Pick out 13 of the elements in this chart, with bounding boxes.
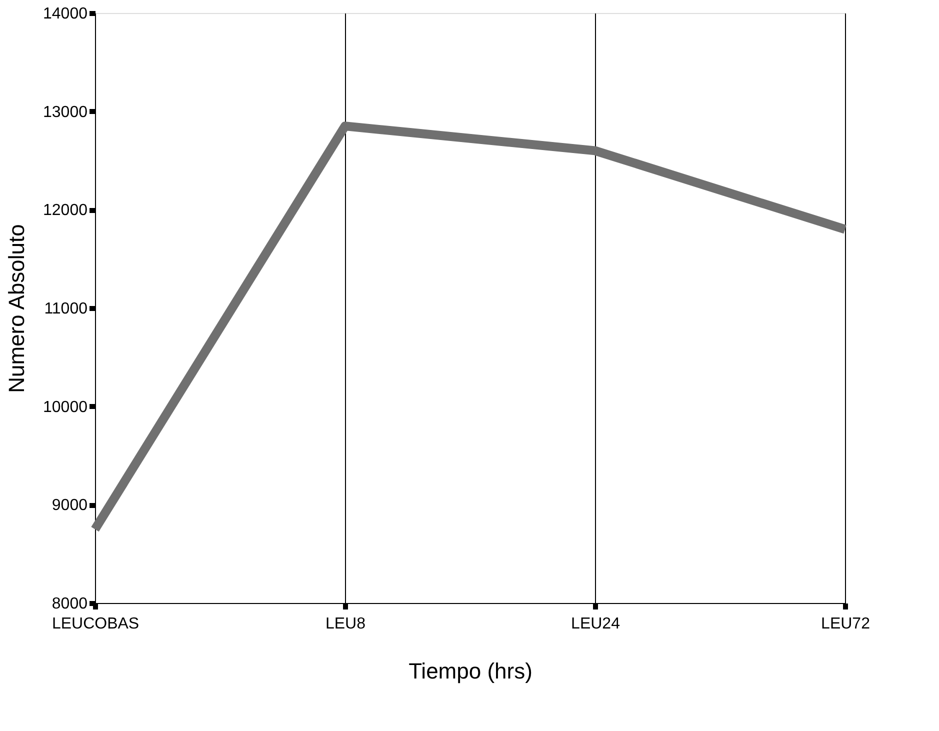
y-tick-label: 10000	[43, 398, 88, 416]
x-axis-title: Tiempo (hrs)	[408, 658, 532, 684]
y-tick-label: 14000	[43, 6, 88, 22]
y-tick-label: 11000	[44, 300, 88, 318]
x-tick-label: LEU8	[325, 616, 366, 632]
y-tick-label: 12000	[43, 202, 88, 220]
y-axis-title: Numero Absoluto	[4, 224, 30, 393]
x-tick-label: LEU72	[821, 616, 870, 632]
y-tick-label: 13000	[43, 104, 88, 121]
x-tick-label: LEU24	[571, 616, 620, 632]
x-tick-label: LEUCOBAS	[52, 616, 140, 632]
y-tick-label: 9000	[52, 497, 88, 514]
y-tick-label: 8000	[52, 596, 88, 612]
